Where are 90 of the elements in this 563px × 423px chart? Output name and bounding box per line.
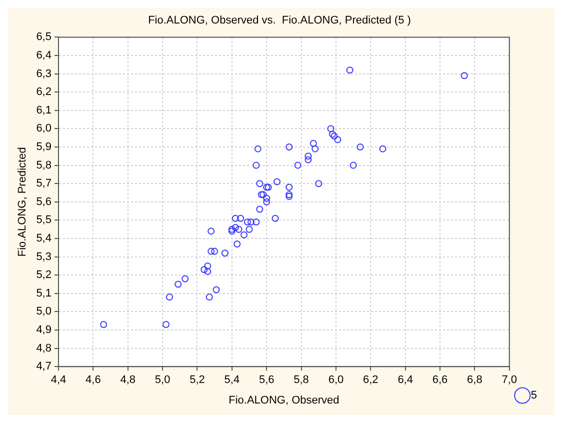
point [204, 268, 212, 275]
y-tick-label: 6,1 [36, 104, 52, 116]
y-tick-label: 6,4 [36, 50, 52, 62]
point [208, 248, 215, 255]
point [263, 194, 270, 202]
x-axis-title: Fio.ALONG, Observed [228, 394, 340, 406]
y-tick-label: 5,6 [36, 196, 52, 208]
point [247, 218, 254, 226]
point [356, 144, 364, 150]
point [206, 294, 213, 301]
point [237, 214, 244, 222]
point [244, 218, 252, 226]
point [294, 162, 302, 169]
y-tick-label: 5,8 [36, 159, 52, 172]
point [315, 180, 322, 188]
y-tick-label: 6,2 [36, 86, 52, 98]
point [258, 191, 265, 198]
x-tick-label: 4,8 [120, 374, 136, 386]
x-tick-label: 5,2 [190, 374, 205, 386]
point [327, 125, 334, 132]
y-tick-label: 4,9 [36, 324, 52, 336]
point [228, 226, 236, 233]
x-tick-label: 5,6 [258, 374, 274, 386]
point [228, 228, 236, 235]
y-tick-label: 4,8 [36, 342, 52, 354]
x-tick-label: 6,4 [398, 374, 413, 386]
y-tick-label: 5,7 [36, 178, 52, 190]
y-tick-label: 5,0 [36, 306, 52, 318]
point [460, 72, 468, 80]
x-tick-label: 6,0 [328, 374, 344, 386]
y-tick-label: 5,5 [36, 214, 52, 226]
point [286, 144, 293, 150]
y-tick-label: 5,9 [36, 141, 52, 154]
y-tick-label: 5,1 [36, 287, 52, 300]
point [240, 231, 248, 238]
point [235, 226, 242, 233]
y-tick-label: 6,3 [36, 68, 52, 80]
point [274, 178, 280, 186]
x-tick-label: 6,6 [432, 374, 448, 386]
y-tick-label: 5,4 [36, 232, 52, 245]
point [166, 294, 173, 301]
point [330, 132, 338, 140]
point [208, 228, 215, 235]
point [263, 198, 270, 206]
y-tick-label: 5,2 [36, 269, 52, 282]
point [252, 162, 260, 169]
y-tick-label: 6,5 [36, 31, 52, 44]
point [234, 240, 241, 248]
point [162, 321, 170, 328]
point [310, 140, 317, 147]
x-tick-label: 4,6 [86, 374, 101, 386]
point [304, 152, 312, 160]
y-tick-label: 4,7 [36, 360, 52, 373]
point [272, 214, 279, 222]
point [252, 218, 260, 226]
x-tick-label: 5,4 [224, 374, 240, 386]
point [254, 145, 262, 152]
point [350, 162, 357, 169]
point [256, 180, 264, 188]
x-tick-label: 6,2 [363, 374, 378, 386]
point [286, 184, 293, 191]
x-tick-label: 5,8 [294, 374, 309, 386]
x-tick-label: 7,0 [502, 374, 518, 386]
point [200, 266, 208, 274]
point [304, 156, 312, 164]
point [100, 321, 108, 328]
point [346, 66, 354, 74]
point [256, 206, 264, 213]
point [379, 145, 386, 152]
point [174, 280, 182, 288]
point [328, 130, 336, 138]
point [212, 286, 220, 294]
x-tick-label: 6,8 [467, 374, 482, 386]
point [232, 224, 239, 232]
point [221, 250, 228, 257]
point [312, 145, 319, 152]
y-tick-label: 5,3 [36, 250, 52, 263]
chart-title: Fio.ALONG, Observed vs. Fio.ALONG, Predicted (5 ) [148, 14, 411, 27]
point [211, 248, 218, 255]
point [334, 136, 342, 144]
point [182, 275, 189, 282]
x-tick-label: 4,4 [50, 374, 66, 386]
x-tick-label: 5,0 [154, 374, 170, 386]
point [232, 214, 239, 222]
legend-label: 5 [530, 390, 538, 402]
y-axis-title: Fio.ALONG, Predicted [16, 147, 29, 257]
point [260, 191, 267, 198]
point [246, 226, 253, 233]
point [204, 262, 212, 270]
y-tick-label: 6,0 [36, 122, 52, 135]
